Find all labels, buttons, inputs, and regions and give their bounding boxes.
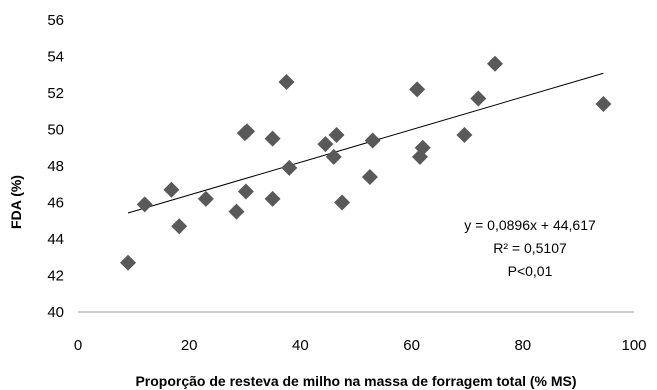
y-tick-label: 42 [47,268,64,285]
r-squared-label: R² = 0,5107 [493,240,567,256]
y-tick-label: 46 [47,195,64,212]
data-point [197,190,214,207]
data-point [595,95,612,112]
data-point [237,183,254,200]
data-point [456,126,473,143]
data-point [328,126,345,143]
y-tick-label: 54 [47,49,64,66]
y-tick-label: 52 [47,85,64,102]
y-axis-title: FDA (%) [8,175,24,229]
data-point [317,136,334,153]
x-tick-label: 40 [292,337,309,354]
y-axis-tick-labels: 40 42 44 46 48 50 52 54 56 [47,12,64,321]
data-point [171,218,188,235]
data-point [364,132,381,149]
data-point [278,74,295,91]
data-point [264,190,281,207]
data-point [264,130,281,147]
x-tick-label: 100 [621,337,646,354]
x-tick-label: 20 [181,337,198,354]
y-tick-label: 50 [47,122,64,139]
y-tick-label: 56 [47,12,64,29]
x-axis-title: Proporção de resteva de milho na massa d… [135,373,576,389]
data-point [239,123,256,140]
x-axis-tick-labels: 0 20 40 60 80 100 [74,337,647,354]
data-point [136,196,153,213]
regression-equation: y = 0,0896x + 44,617 [464,217,596,233]
data-point [163,181,180,198]
data-point [487,55,503,72]
data-point [414,139,431,156]
y-tick-label: 48 [47,158,64,175]
trendline [127,72,604,214]
data-point [470,90,487,107]
data-point [228,203,245,220]
x-tick-label: 80 [514,337,531,354]
y-tick-label: 44 [47,231,64,248]
data-points [120,55,612,271]
data-point [281,159,298,176]
data-point [409,81,426,98]
data-point [361,168,378,185]
p-value-label: P<0,01 [508,263,553,279]
x-tick-label: 0 [74,337,82,354]
y-tick-label: 40 [47,304,64,321]
data-point [325,148,342,165]
data-point [334,194,351,211]
data-point [120,254,137,271]
x-tick-label: 60 [403,337,420,354]
